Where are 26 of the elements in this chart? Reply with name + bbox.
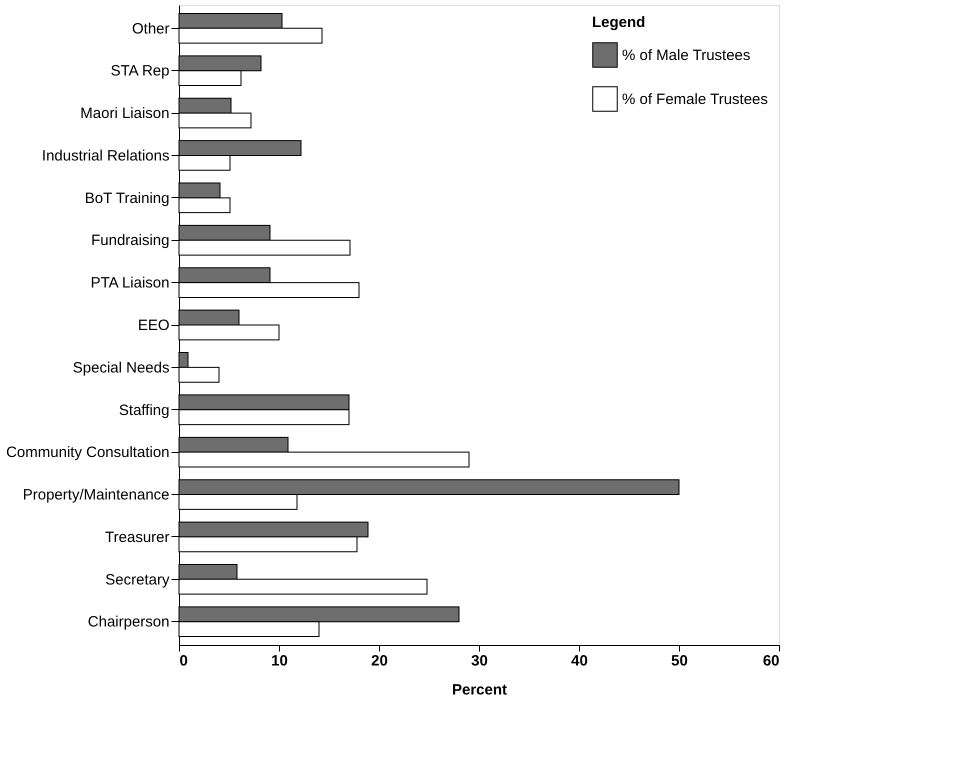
y-tick-label: Fundraising [91, 232, 170, 250]
legend-label: % of Female Trustees [622, 91, 768, 108]
y-tick-label: Industrial Relations [42, 147, 170, 164]
y-tick-label: Staffing [118, 402, 170, 419]
x-tick-label: 60 [762, 652, 780, 670]
y-tick-label: EEO [138, 317, 170, 334]
y-tick-label: Other [132, 20, 170, 38]
y-tick-label: BoT Training [84, 190, 170, 207]
x-tick-label: 0 [180, 652, 188, 670]
x-tick-label: 50 [671, 652, 688, 670]
y-tick-label: Special Needs [72, 359, 170, 376]
legend-title: Legend [592, 14, 646, 31]
y-tick-label: STA Rep [110, 62, 170, 80]
legend-label: % of Male Trustees [622, 47, 750, 64]
x-axis-title: Percent [452, 682, 508, 698]
y-tick-label: Secretary [105, 571, 170, 588]
y-tick-label: Property/Maintenance [22, 486, 170, 504]
y-tick-label: Chairperson [88, 614, 170, 631]
x-tick-label: 40 [571, 652, 588, 670]
y-tick-label: Community Consultation [6, 444, 170, 462]
x-tick-label: 10 [271, 652, 288, 670]
x-tick-label: 20 [371, 652, 388, 670]
x-tick-label: 30 [471, 652, 488, 670]
y-tick-label: Maori Liaison [80, 105, 170, 122]
y-tick-label: PTA Liaison [90, 274, 170, 292]
y-tick-label: Treasurer [105, 528, 170, 546]
